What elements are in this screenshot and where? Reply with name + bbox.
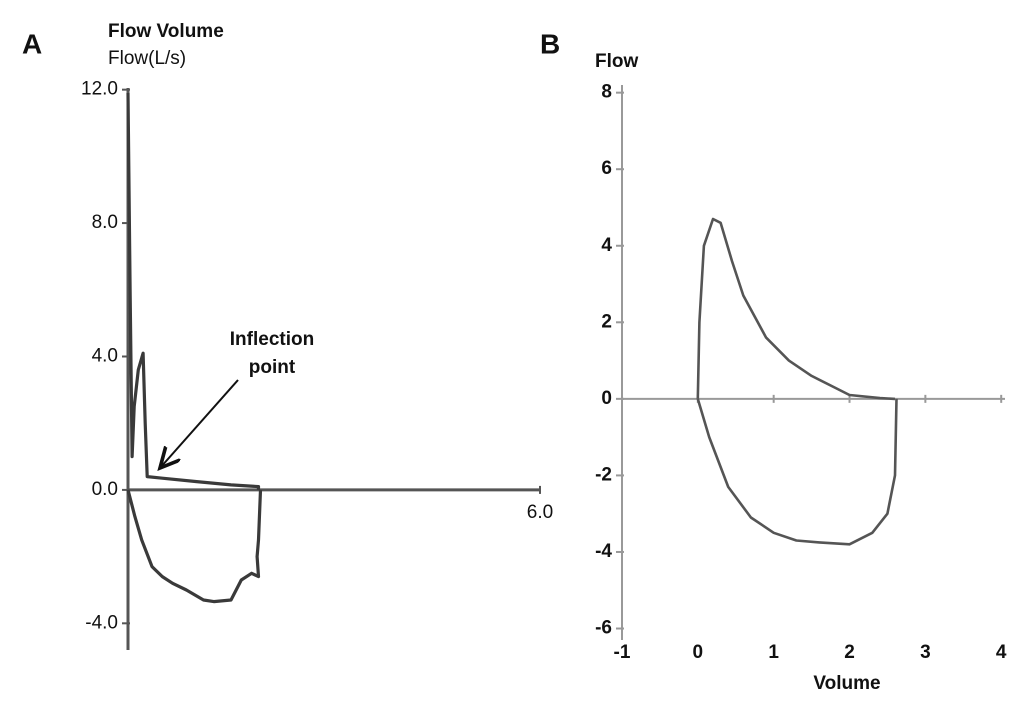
y-tick-label: 8: [601, 82, 612, 103]
x-tick-label: 3: [920, 642, 931, 663]
x-tick-label: 4: [996, 642, 1007, 663]
x-tick-label: 1: [768, 642, 779, 663]
x-tick-label: 6.0: [527, 502, 553, 523]
y-tick-label: 2: [601, 311, 612, 332]
flow-volume-curve: [126, 92, 261, 490]
y-tick-label: -4.0: [85, 612, 118, 633]
panel-label: B: [540, 28, 560, 59]
y-tick-label: -6: [595, 618, 612, 639]
annotation-arrow: [160, 379, 239, 468]
chart-title: Flow Volume: [108, 21, 224, 42]
y-axis-label: Flow(L/s): [108, 48, 186, 69]
x-tick-label: -1: [614, 642, 631, 663]
y-tick-label: 0.0: [92, 479, 118, 500]
y-tick-label: 4.0: [92, 346, 118, 367]
flow-volume-curve: [696, 398, 898, 546]
annotation: Inflection point: [230, 329, 314, 378]
y-tick-label: 0: [601, 388, 612, 409]
y-tick-label: 12.0: [81, 79, 118, 100]
x-axis-label: Volume: [813, 673, 880, 694]
flow-volume-curve: [126, 489, 263, 604]
x-tick-label: 2: [844, 642, 855, 663]
y-tick-label: 4: [601, 235, 612, 256]
panel-label: A: [22, 28, 42, 59]
flow-volume-curve: [696, 217, 896, 401]
y-tick-label: -2: [595, 464, 612, 485]
y-tick-label: 6: [601, 158, 612, 179]
y-tick-label: 8.0: [92, 212, 118, 233]
y-axis-label: Flow: [595, 51, 638, 72]
x-tick-label: 0: [693, 642, 704, 663]
y-tick-label: -4: [595, 541, 612, 562]
